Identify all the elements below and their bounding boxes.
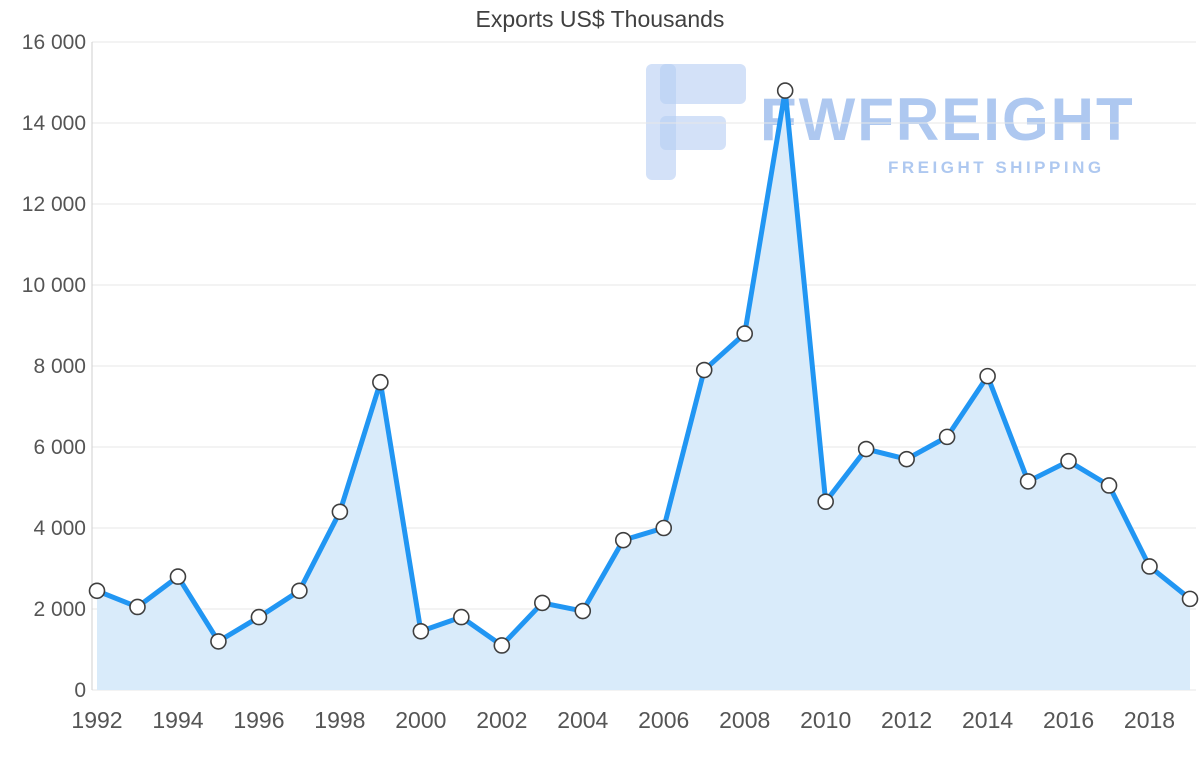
x-axis-tick-label: 2008 xyxy=(719,707,770,733)
x-axis-tick-label: 2014 xyxy=(962,707,1013,733)
x-axis-tick-label: 2002 xyxy=(476,707,527,733)
y-axis-tick-label: 16 000 xyxy=(22,31,86,54)
watermark-brand: FWFREIGHT xyxy=(760,86,1135,153)
watermark-tagline: FREIGHT SHIPPING xyxy=(888,158,1105,177)
series-area-fill xyxy=(97,90,1190,691)
x-axis-tick-label: 2006 xyxy=(638,707,689,733)
data-point-2019[interactable] xyxy=(1181,590,1199,608)
data-point-2011[interactable] xyxy=(857,440,875,458)
data-point-1996[interactable] xyxy=(250,608,268,626)
y-axis-tick-label: 14 000 xyxy=(22,112,86,135)
x-axis-tick-label: 1992 xyxy=(71,707,122,733)
chart-title: Exports US$ Thousands xyxy=(475,6,725,32)
data-point-2018[interactable] xyxy=(1141,558,1158,575)
x-axis-tick-label: 1998 xyxy=(314,707,365,733)
data-point-2004[interactable] xyxy=(574,602,592,620)
data-point-2015[interactable] xyxy=(1019,473,1037,490)
data-point-2002[interactable] xyxy=(493,637,511,654)
x-axis-tick-label: 2018 xyxy=(1124,707,1175,733)
data-point-1994[interactable] xyxy=(169,568,187,585)
data-point-2005[interactable] xyxy=(614,531,632,549)
x-axis-tick-label: 2016 xyxy=(1043,707,1094,733)
x-axis-tick-label: 2010 xyxy=(800,707,851,733)
data-point-2001[interactable] xyxy=(453,608,470,626)
data-point-1993[interactable] xyxy=(129,598,146,616)
data-point-2013[interactable] xyxy=(938,428,956,446)
y-axis-tick-label: 8 000 xyxy=(33,355,86,378)
fwfreight-logo-icon xyxy=(646,64,746,180)
data-point-1998[interactable] xyxy=(331,503,349,521)
data-point-2016[interactable] xyxy=(1060,452,1077,470)
data-point-2003[interactable] xyxy=(533,594,551,612)
watermark: FWFREIGHT FREIGHT SHIPPING xyxy=(646,62,1135,182)
x-axis-tick-label: 2004 xyxy=(557,707,608,733)
x-axis-tick-label: 2012 xyxy=(881,707,932,733)
x-axis-tick-label: 1996 xyxy=(233,707,284,733)
data-point-2017[interactable] xyxy=(1100,477,1118,494)
x-axis-tick-label: 2000 xyxy=(395,707,446,733)
data-point-2014[interactable] xyxy=(979,367,996,385)
data-point-2006[interactable] xyxy=(655,519,673,537)
data-point-1999[interactable] xyxy=(372,373,389,391)
data-point-2008[interactable] xyxy=(736,325,754,342)
y-axis-tick-label: 6 000 xyxy=(33,436,86,459)
data-point-1997[interactable] xyxy=(291,582,308,600)
data-point-2009[interactable] xyxy=(776,82,794,99)
y-axis-tick-label: 0 xyxy=(74,679,86,702)
series-line xyxy=(94,88,1193,648)
y-axis-tick-label: 10 000 xyxy=(22,274,86,297)
data-point-2012[interactable] xyxy=(898,450,915,468)
x-axis-tick-label: 1994 xyxy=(152,707,203,733)
data-point-1995[interactable] xyxy=(210,633,227,650)
data-point-2000[interactable] xyxy=(412,622,430,640)
y-axis-tick-label: 4 000 xyxy=(33,517,86,540)
data-point-2007[interactable] xyxy=(695,361,713,379)
y-axis-tick-label: 2 000 xyxy=(33,598,86,621)
data-point-2010[interactable] xyxy=(817,493,834,510)
watermark-text: FWFREIGHT FREIGHT SHIPPING xyxy=(760,62,1135,178)
data-point-1992[interactable] xyxy=(88,582,106,600)
y-axis-tick-label: 12 000 xyxy=(22,193,86,216)
